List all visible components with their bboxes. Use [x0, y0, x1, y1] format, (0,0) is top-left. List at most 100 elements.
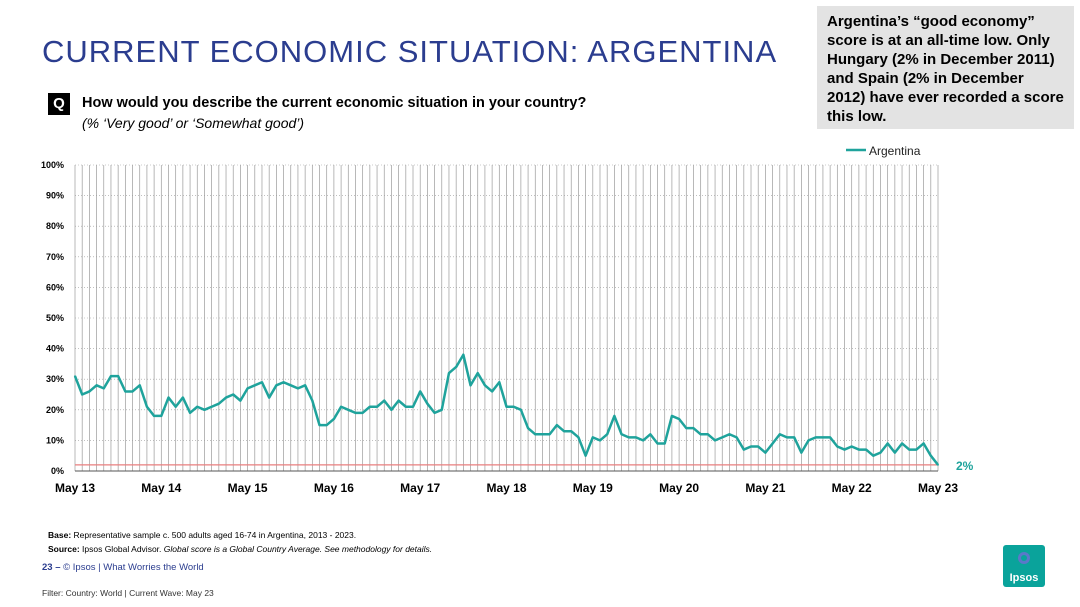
data-point: [138, 384, 141, 387]
data-point: [368, 405, 371, 408]
logo-mark-icon: [1018, 552, 1030, 564]
data-point: [124, 390, 127, 393]
data-point: [857, 448, 860, 451]
line-chart: 0% 10% 20% 30% 40% 50% 60% 70% 80% 90% 100% May 13…: [41, 144, 974, 495]
data-point: [253, 384, 256, 387]
data-point: [750, 445, 752, 448]
data-point: [448, 372, 450, 374]
data-point: [110, 375, 112, 378]
data-point: [354, 411, 357, 414]
data-point: [433, 411, 436, 414]
base-note: Base: Representative sample c. 500 adult…: [48, 530, 356, 540]
data-point: [95, 384, 98, 387]
data-point: [505, 405, 508, 408]
legend: Argentina: [846, 144, 921, 158]
data-point: [462, 353, 465, 356]
data-point: [340, 405, 342, 408]
data-point: [519, 408, 522, 411]
data-point: [915, 448, 918, 451]
data-point: [548, 433, 551, 436]
y-tick-label: 10%: [46, 435, 64, 445]
data-point: [599, 439, 601, 442]
data-point: [541, 433, 544, 436]
data-point: [908, 448, 911, 451]
data-point: [74, 375, 76, 378]
data-point: [383, 399, 386, 402]
data-point: [706, 433, 709, 436]
data-point: [426, 402, 429, 405]
data-point: [239, 399, 242, 402]
data-point: [714, 439, 716, 442]
data-point: [786, 436, 788, 439]
data-point: [189, 411, 191, 414]
data-point: [412, 405, 414, 408]
data-point: [570, 430, 573, 433]
data-point: [261, 381, 263, 384]
data-point: [642, 439, 645, 442]
data-point: [692, 427, 695, 430]
base-label: Base:: [48, 530, 72, 540]
data-point: [807, 439, 810, 442]
data-point: [390, 408, 393, 411]
data-point: [153, 415, 156, 417]
page-number: 23 –: [42, 562, 61, 573]
x-tick-label: May 20: [659, 481, 699, 495]
data-point: [181, 396, 184, 399]
data-point: [131, 390, 134, 393]
data-point: [620, 433, 623, 436]
page-title: CURRENT ECONOMIC SITUATION: ARGENTINA: [42, 34, 778, 69]
horizontal-gridlines: [75, 164, 938, 472]
data-point: [757, 445, 760, 448]
data-point: [146, 405, 148, 408]
data-point: [635, 436, 637, 439]
x-tick-label: May 17: [400, 481, 440, 495]
data-point: [879, 451, 882, 454]
data-point: [901, 442, 903, 445]
data-point: [649, 433, 652, 436]
data-point: [347, 408, 350, 411]
data-point: [440, 408, 443, 411]
data-point: [376, 405, 378, 408]
data-point: [88, 390, 91, 393]
question-badge: Q: [48, 93, 70, 115]
data-point: [217, 402, 220, 405]
data-point: [800, 451, 803, 454]
data-point: [814, 436, 817, 439]
data-point: [764, 451, 767, 454]
ipsos-logo: Ipsos: [1003, 545, 1045, 587]
data-point: [893, 451, 896, 454]
data-point: [728, 433, 731, 436]
logo-text: Ipsos: [1009, 572, 1039, 584]
data-point: [491, 390, 494, 393]
data-point: [498, 381, 501, 384]
source-note: Source: Ipsos Global Advisor. Global sco…: [48, 544, 432, 554]
data-point: [289, 384, 292, 387]
data-point: [865, 448, 867, 451]
data-point: [850, 445, 853, 448]
data-point: [81, 393, 84, 396]
data-point: [627, 436, 630, 439]
data-point: [843, 448, 846, 451]
data-point: [333, 418, 335, 420]
data-point: [685, 427, 688, 430]
data-point: [117, 375, 120, 378]
y-tick-label: 90%: [46, 191, 64, 201]
data-point: [836, 445, 839, 448]
data-point: [311, 399, 314, 402]
data-point: [613, 415, 616, 417]
data-point: [246, 387, 249, 390]
data-point: [174, 405, 177, 408]
data-point: [872, 454, 875, 457]
y-tick-label: 60%: [46, 282, 64, 292]
data-point: [476, 372, 479, 374]
data-point: [778, 433, 781, 436]
data-point: [419, 390, 422, 393]
legend-label: Argentina: [869, 144, 921, 158]
data-point: [102, 387, 105, 390]
data-point: [577, 436, 580, 439]
series-points: [74, 353, 939, 466]
data-point: [606, 433, 609, 436]
y-tick-label: 20%: [46, 405, 64, 415]
data-point: [735, 436, 738, 439]
data-point: [484, 384, 486, 387]
